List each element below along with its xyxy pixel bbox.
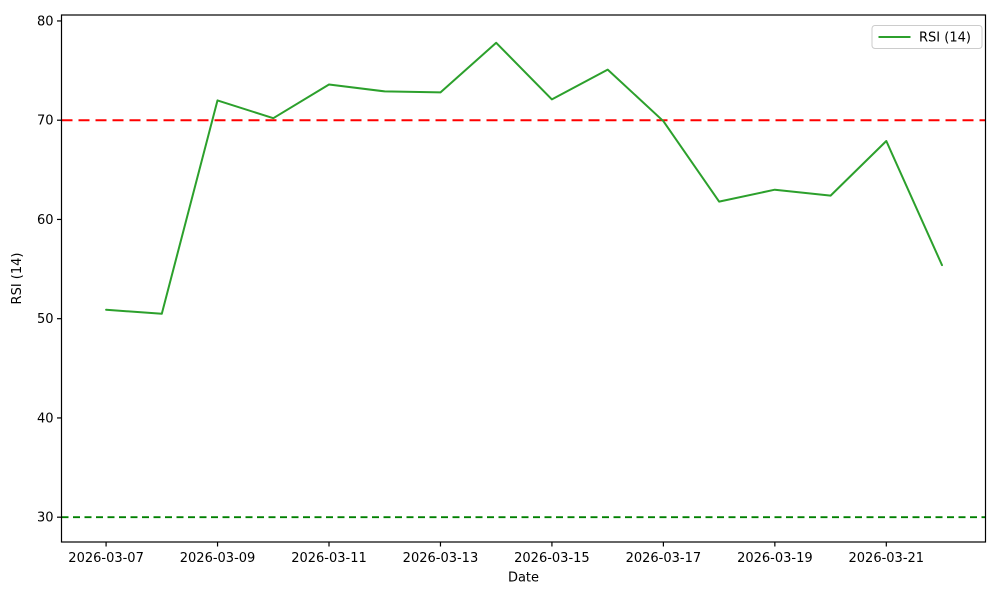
rsi-series-layer <box>105 41 943 315</box>
legend-label: RSI (14) <box>919 31 971 46</box>
x-tick-label: 2026-03-17 <box>626 551 702 566</box>
x-tick-label: 2026-03-13 <box>403 551 479 566</box>
x-axis-label: Date <box>508 571 539 586</box>
x-tick-label: 2026-03-19 <box>737 551 813 566</box>
x-axis-ticks: 2026-03-07 2026-03-09 2026-03-11 2026-03-13… <box>68 542 924 566</box>
legend-box <box>871 25 983 49</box>
x-tick-label: 2026-03-11 <box>291 551 367 566</box>
y-tick-label: 80 <box>37 14 54 29</box>
y-tick-label: 70 <box>37 114 54 129</box>
legend: RSI (14) <box>871 25 983 49</box>
x-tick-label: 2026-03-21 <box>849 551 925 566</box>
plot-border <box>60 14 987 543</box>
y-tick-label: 30 <box>37 511 54 526</box>
y-tick-label: 50 <box>37 312 54 327</box>
rsi-line <box>105 41 943 315</box>
y-tick-label: 40 <box>37 411 54 426</box>
x-tick-label: 2026-03-07 <box>68 551 144 566</box>
x-tick-label: 2026-03-09 <box>180 551 256 566</box>
y-tick-label: 60 <box>37 213 54 228</box>
reference-lines <box>61 119 986 519</box>
x-tick-label: 2026-03-15 <box>514 551 590 566</box>
y-axis-ticks: 30 40 50 60 70 80 <box>37 14 62 526</box>
y-axis-label: RSI (14) <box>10 253 25 305</box>
